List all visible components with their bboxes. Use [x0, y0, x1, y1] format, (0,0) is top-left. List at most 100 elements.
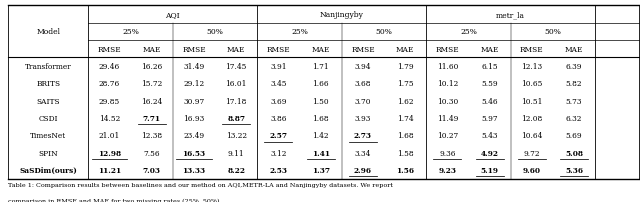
- Text: SAITS: SAITS: [36, 97, 60, 105]
- Text: 2.96: 2.96: [354, 166, 372, 174]
- Text: Model: Model: [36, 28, 60, 36]
- Text: MAE: MAE: [227, 45, 245, 54]
- Text: 10.12: 10.12: [436, 80, 458, 88]
- Text: 16.24: 16.24: [141, 97, 163, 105]
- Text: 16.53: 16.53: [182, 149, 205, 157]
- Text: 50%: 50%: [376, 28, 392, 36]
- Text: 5.08: 5.08: [565, 149, 583, 157]
- Text: 1.79: 1.79: [397, 63, 413, 71]
- Text: 25%: 25%: [291, 28, 308, 36]
- Text: RMSE: RMSE: [182, 45, 205, 54]
- Text: 11.21: 11.21: [98, 166, 121, 174]
- Text: 31.49: 31.49: [183, 63, 205, 71]
- Text: 29.85: 29.85: [99, 97, 120, 105]
- Text: RMSE: RMSE: [520, 45, 543, 54]
- Text: 2.57: 2.57: [269, 132, 287, 140]
- Text: 16.01: 16.01: [225, 80, 247, 88]
- Text: 1.37: 1.37: [312, 166, 330, 174]
- Text: 50%: 50%: [545, 28, 561, 36]
- Text: 8.22: 8.22: [227, 166, 245, 174]
- Text: 1.68: 1.68: [312, 114, 329, 122]
- Text: metr_la: metr_la: [496, 11, 525, 19]
- Text: 3.12: 3.12: [270, 149, 287, 157]
- Text: 5.46: 5.46: [481, 97, 498, 105]
- Text: 3.45: 3.45: [270, 80, 287, 88]
- Text: 11.49: 11.49: [436, 114, 458, 122]
- Text: 10.65: 10.65: [521, 80, 543, 88]
- Text: 23.49: 23.49: [183, 132, 205, 140]
- Text: 3.70: 3.70: [355, 97, 371, 105]
- Text: RMSE: RMSE: [267, 45, 290, 54]
- Text: 2.73: 2.73: [354, 132, 372, 140]
- Text: 29.46: 29.46: [99, 63, 120, 71]
- Text: 9.11: 9.11: [228, 149, 244, 157]
- Text: 3.34: 3.34: [355, 149, 371, 157]
- Text: 1.56: 1.56: [396, 166, 414, 174]
- Text: 7.56: 7.56: [143, 149, 160, 157]
- Text: 10.27: 10.27: [436, 132, 458, 140]
- Text: 3.69: 3.69: [270, 97, 287, 105]
- Text: AQI: AQI: [166, 11, 180, 19]
- Text: 12.13: 12.13: [521, 63, 543, 71]
- Text: MAE: MAE: [143, 45, 161, 54]
- Text: 1.58: 1.58: [397, 149, 413, 157]
- Text: 6.15: 6.15: [481, 63, 498, 71]
- Text: 16.26: 16.26: [141, 63, 163, 71]
- Text: 8.87: 8.87: [227, 114, 245, 122]
- Text: 3.91: 3.91: [270, 63, 287, 71]
- Text: 13.22: 13.22: [226, 132, 246, 140]
- Text: 11.60: 11.60: [436, 63, 458, 71]
- Text: RMSE: RMSE: [351, 45, 374, 54]
- Text: 12.08: 12.08: [521, 114, 543, 122]
- Text: 1.68: 1.68: [397, 132, 413, 140]
- Text: 14.52: 14.52: [99, 114, 120, 122]
- Text: 1.66: 1.66: [312, 80, 329, 88]
- Text: 3.93: 3.93: [355, 114, 371, 122]
- Text: RMSE: RMSE: [98, 45, 121, 54]
- Text: 5.36: 5.36: [565, 166, 583, 174]
- Text: 5.73: 5.73: [566, 97, 582, 105]
- Text: CSDI: CSDI: [38, 114, 58, 122]
- Text: 10.30: 10.30: [436, 97, 458, 105]
- Text: BRITS: BRITS: [36, 80, 60, 88]
- Text: 10.64: 10.64: [521, 132, 543, 140]
- Text: 5.97: 5.97: [481, 114, 498, 122]
- Text: TimesNet: TimesNet: [30, 132, 67, 140]
- Text: 1.42: 1.42: [312, 132, 329, 140]
- Text: 50%: 50%: [207, 28, 223, 36]
- Text: 6.32: 6.32: [566, 114, 582, 122]
- Text: 5.19: 5.19: [481, 166, 499, 174]
- Text: 1.50: 1.50: [312, 97, 329, 105]
- Text: 1.75: 1.75: [397, 80, 413, 88]
- Text: 9.72: 9.72: [524, 149, 540, 157]
- Text: 1.62: 1.62: [397, 97, 413, 105]
- Text: SaSDim(ours): SaSDim(ours): [19, 166, 77, 174]
- Text: RMSE: RMSE: [436, 45, 459, 54]
- Text: 2.53: 2.53: [269, 166, 287, 174]
- Text: 28.76: 28.76: [99, 80, 120, 88]
- Text: Nanjingyby: Nanjingyby: [320, 11, 364, 19]
- Text: 25%: 25%: [122, 28, 139, 36]
- Text: MAE: MAE: [396, 45, 414, 54]
- Text: SPIN: SPIN: [38, 149, 58, 157]
- Text: 9.60: 9.60: [523, 166, 541, 174]
- Text: 15.72: 15.72: [141, 80, 163, 88]
- Text: 21.01: 21.01: [99, 132, 120, 140]
- Text: 17.18: 17.18: [225, 97, 247, 105]
- Text: 10.51: 10.51: [521, 97, 543, 105]
- Text: 3.94: 3.94: [355, 63, 371, 71]
- Text: 4.92: 4.92: [481, 149, 499, 157]
- Text: 3.68: 3.68: [355, 80, 371, 88]
- Text: 1.41: 1.41: [312, 149, 330, 157]
- Text: 5.59: 5.59: [481, 80, 498, 88]
- Text: 6.39: 6.39: [566, 63, 582, 71]
- Text: 9.23: 9.23: [438, 166, 456, 174]
- Text: 12.38: 12.38: [141, 132, 163, 140]
- Text: MAE: MAE: [312, 45, 330, 54]
- Text: 17.45: 17.45: [225, 63, 247, 71]
- Text: Transformer: Transformer: [25, 63, 72, 71]
- Text: 16.93: 16.93: [183, 114, 205, 122]
- Text: 30.97: 30.97: [183, 97, 205, 105]
- Text: 1.74: 1.74: [397, 114, 413, 122]
- Text: 29.12: 29.12: [183, 80, 205, 88]
